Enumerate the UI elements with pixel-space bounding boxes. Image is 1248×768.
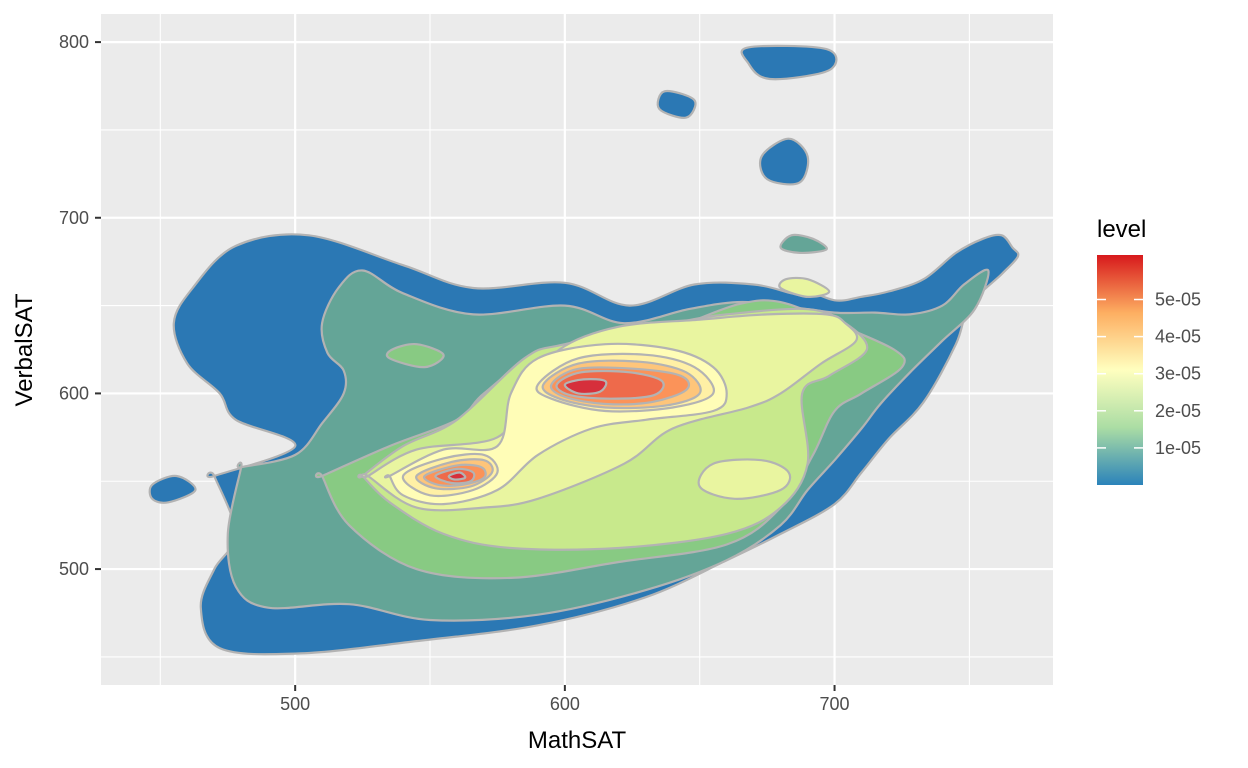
x-tick-label: 500: [280, 694, 310, 714]
contour-region-level-11-2: [447, 471, 467, 481]
contour-region-level-11-1: [563, 378, 608, 396]
contour-region-level-3-2: [385, 343, 445, 369]
x-tick-label: 600: [550, 694, 580, 714]
contour-region-level-1-5: [759, 137, 810, 186]
legend-label: 3e-05: [1155, 364, 1201, 384]
contour-region-level-5-2: [697, 458, 792, 500]
legend-label: 1e-05: [1155, 438, 1201, 458]
contour-region-level-5-3: [778, 276, 831, 298]
y-tick-label: 500: [59, 559, 89, 579]
legend-colorbar: [1097, 255, 1143, 485]
contours: [148, 44, 1020, 656]
contour-region-level-1-4: [656, 89, 697, 119]
x-axis-ticks: 500 600 700: [280, 685, 850, 714]
legend-title: level: [1097, 216, 1146, 243]
contour-region-level-1-2: [148, 474, 197, 504]
y-tick-label: 800: [59, 32, 89, 52]
legend-label: 4e-05: [1155, 327, 1201, 347]
legend-ticks: 1e-05 2e-05 3e-05 4e-05 5e-05: [1097, 290, 1201, 458]
y-tick-label: 700: [59, 208, 89, 228]
legend-label: 2e-05: [1155, 401, 1201, 421]
x-axis-title: MathSAT: [528, 727, 627, 754]
x-tick-label: 700: [820, 694, 850, 714]
y-axis-title: VerbalSAT: [11, 293, 38, 406]
contour-region-level-1-3: [740, 44, 838, 81]
legend-label: 5e-05: [1155, 290, 1201, 310]
y-axis-ticks: 500 600 700 800: [59, 32, 101, 579]
y-tick-label: 600: [59, 383, 89, 403]
contour-region-level-2-2: [779, 233, 828, 255]
